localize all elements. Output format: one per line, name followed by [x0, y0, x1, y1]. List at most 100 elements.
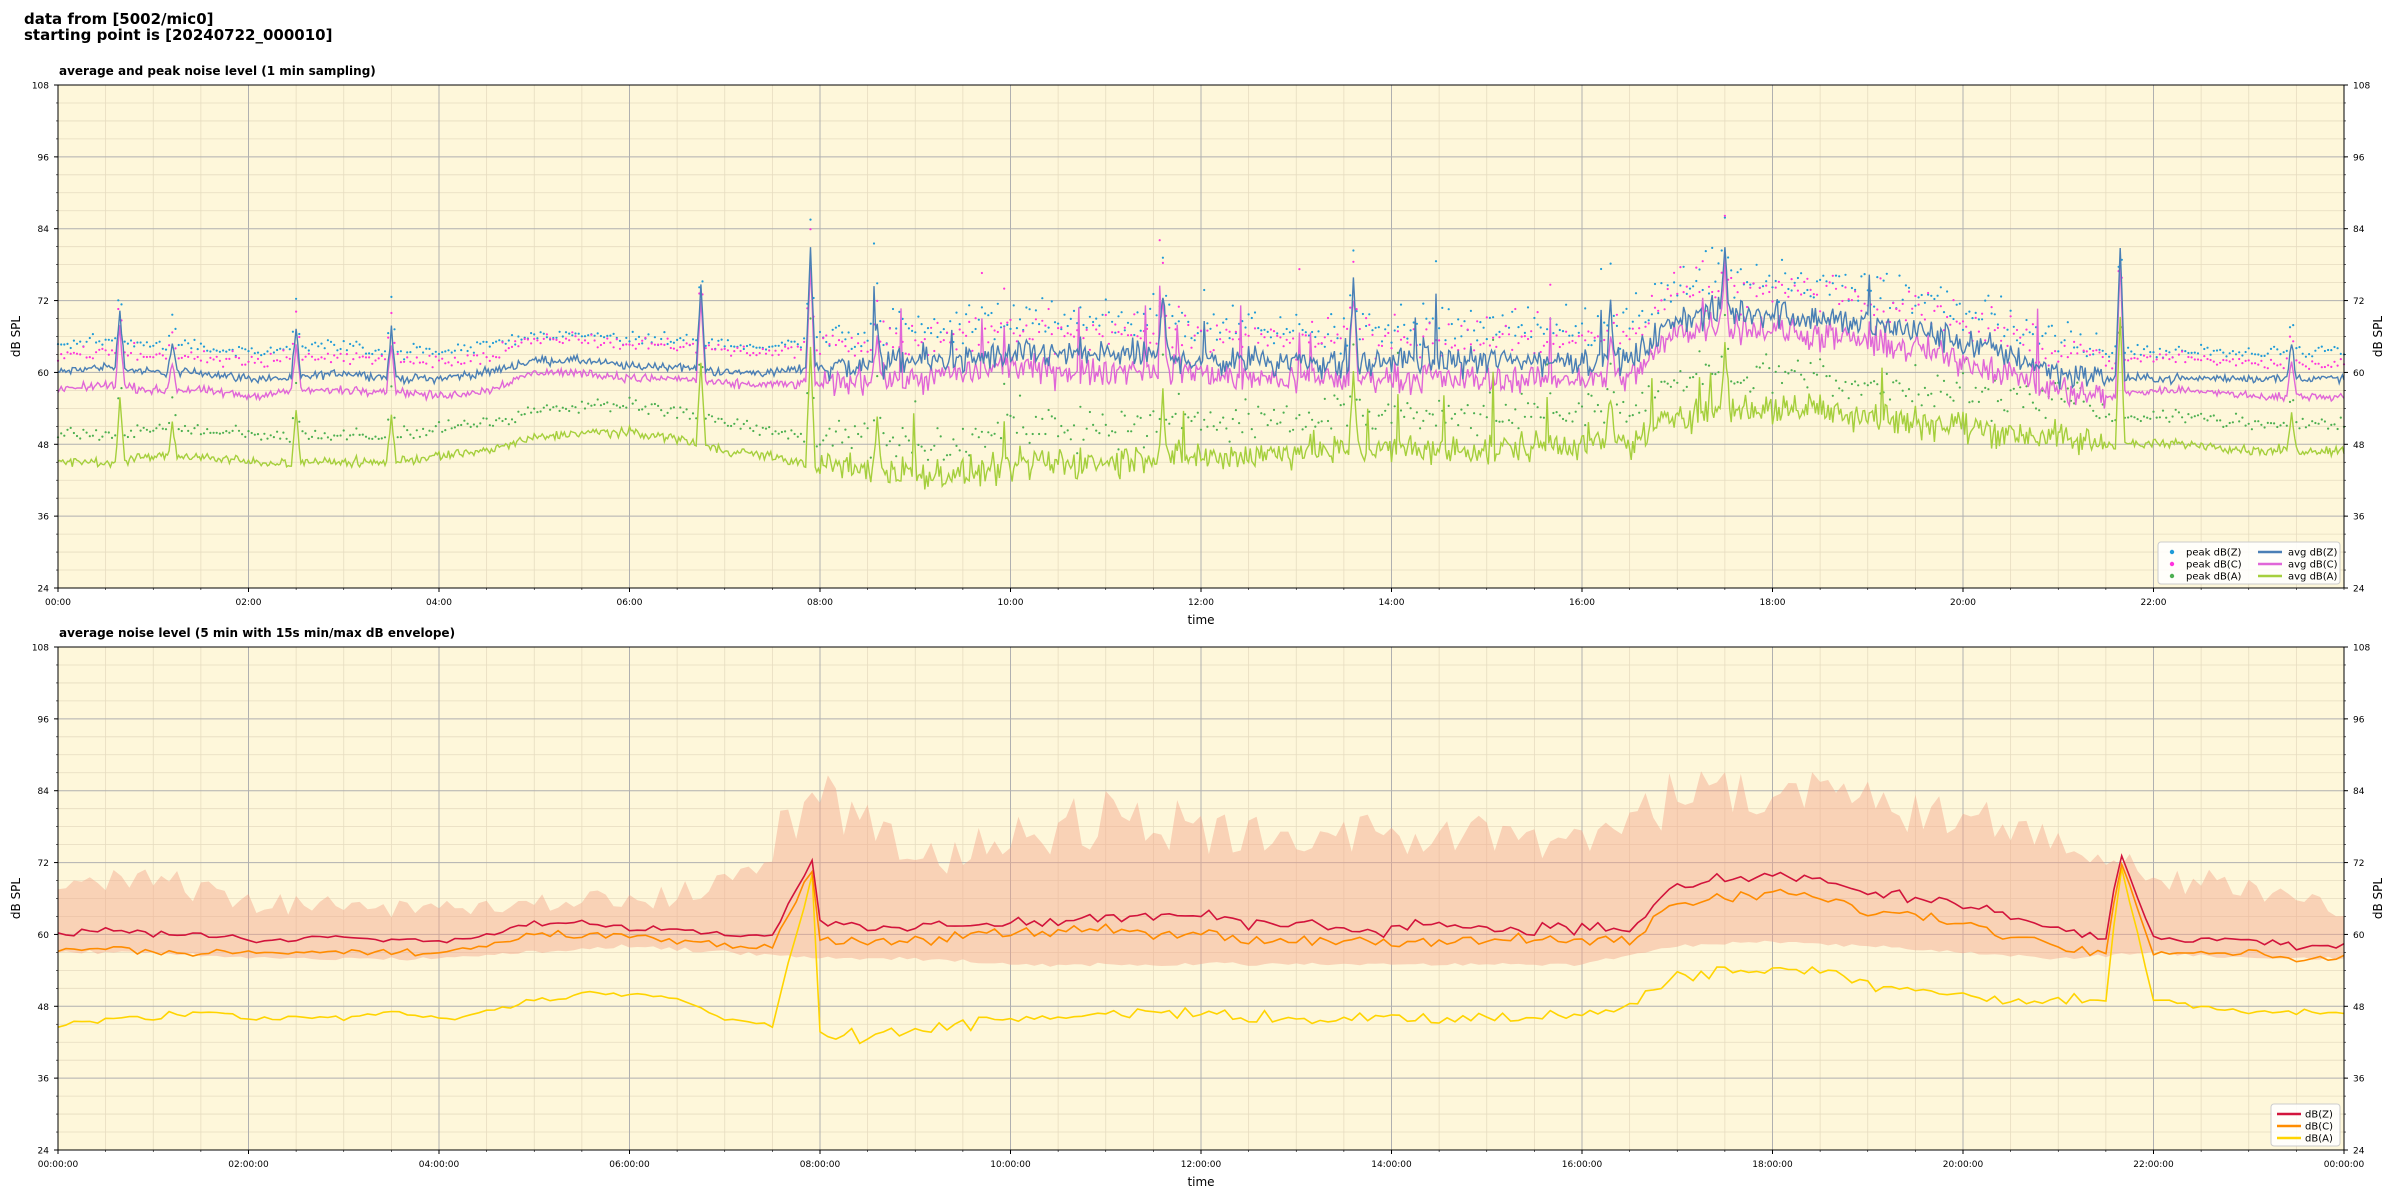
peak-point	[530, 411, 533, 414]
peak-point	[1079, 306, 1082, 309]
peak-point	[1996, 326, 1999, 329]
peak-point	[212, 358, 215, 361]
peak-point	[2187, 355, 2190, 359]
peak-point	[2228, 352, 2231, 355]
peak-point	[2244, 359, 2247, 362]
peak-point	[1730, 276, 1733, 280]
peak-point	[1822, 274, 1825, 277]
peak-point	[1412, 321, 1415, 324]
peak-point	[1368, 410, 1371, 413]
peak-point	[1577, 335, 1580, 338]
peak-point	[1222, 321, 1225, 324]
peak-point	[1784, 370, 1787, 373]
peak-point	[1380, 413, 1384, 416]
peak-point	[2228, 360, 2231, 363]
peak-point	[1469, 343, 1472, 346]
peak-point	[568, 339, 571, 342]
peak-point	[1539, 326, 1542, 329]
peak-point	[2279, 363, 2282, 366]
peak-point	[1092, 324, 1095, 327]
peak-point	[758, 433, 761, 436]
chart-title: average and peak noise level (1 min samp…	[59, 64, 376, 78]
peak-point	[485, 356, 488, 359]
peak-point	[590, 333, 593, 336]
peak-point	[1279, 336, 1282, 339]
peak-point	[463, 344, 466, 347]
peak-point	[272, 351, 275, 354]
peak-point	[174, 414, 177, 417]
peak-point	[1323, 397, 1326, 400]
peak-point	[730, 345, 733, 348]
peak-point	[1768, 274, 1771, 277]
peak-point	[818, 352, 822, 355]
peak-point	[1711, 246, 1714, 249]
peak-point	[2079, 333, 2082, 336]
peak-point	[2165, 416, 2168, 419]
peak-point	[342, 359, 345, 363]
peak-point	[688, 343, 691, 346]
peak-point	[1806, 288, 1809, 292]
peak-point	[831, 328, 834, 331]
peak-point	[923, 449, 926, 452]
peak-point	[1968, 310, 1971, 313]
peak-point	[1374, 326, 1377, 329]
x-tick-label: 04:00:00	[419, 1160, 460, 1170]
peak-point	[1072, 424, 1076, 427]
peak-point	[2101, 349, 2104, 352]
peak-point	[1047, 408, 1050, 412]
peak-point	[1371, 333, 1374, 336]
peak-point	[1304, 425, 1307, 428]
peak-point	[2104, 352, 2107, 356]
peak-point	[1619, 347, 1622, 350]
peak-point	[768, 349, 771, 352]
peak-point	[1425, 317, 1428, 320]
peak-point	[364, 435, 368, 438]
peak-point	[107, 353, 110, 356]
peak-point	[545, 336, 549, 339]
peak-point	[1660, 282, 1663, 285]
peak-point	[2079, 343, 2082, 346]
peak-point	[1419, 427, 1422, 430]
peak-point	[1314, 345, 1317, 348]
peak-point	[368, 352, 371, 355]
peak-point	[1812, 296, 1815, 299]
peak-point	[1498, 330, 1501, 333]
x-tick-label: 20:00	[1950, 598, 1976, 608]
peak-point	[253, 433, 256, 436]
peak-point	[2254, 353, 2257, 356]
peak-point	[2317, 362, 2320, 365]
peak-point	[187, 342, 190, 345]
peak-point	[339, 347, 342, 351]
peak-point	[1419, 356, 1422, 359]
peak-point	[75, 342, 79, 345]
peak-point	[1495, 333, 1498, 336]
peak-point	[349, 342, 352, 346]
peak-point	[1809, 361, 1812, 365]
legend-label: peak dB(C)	[2186, 560, 2242, 571]
peak-point	[1085, 326, 1088, 329]
peak-point	[2015, 392, 2019, 395]
peak-point	[876, 299, 879, 302]
peak-point	[149, 355, 152, 358]
peak-point	[837, 419, 841, 422]
peak-point	[1298, 323, 1301, 326]
peak-point	[476, 425, 479, 428]
x-tick-label: 14:00	[1379, 598, 1405, 608]
peak-point	[1050, 333, 1053, 336]
peak-point	[307, 352, 310, 355]
peak-point	[136, 341, 139, 344]
peak-point	[390, 295, 393, 298]
peak-point	[549, 337, 552, 340]
peak-point	[2098, 416, 2101, 420]
peak-point	[625, 336, 628, 339]
peak-point	[212, 348, 215, 351]
peak-point	[580, 400, 584, 403]
peak-point	[329, 361, 333, 364]
peak-point	[2276, 348, 2279, 351]
peak-point	[1301, 333, 1304, 336]
peak-point	[1542, 332, 1545, 335]
peak-point	[1317, 330, 1320, 333]
peak-point	[1600, 267, 1603, 271]
peak-point	[561, 406, 564, 409]
peak-point	[2339, 358, 2342, 361]
